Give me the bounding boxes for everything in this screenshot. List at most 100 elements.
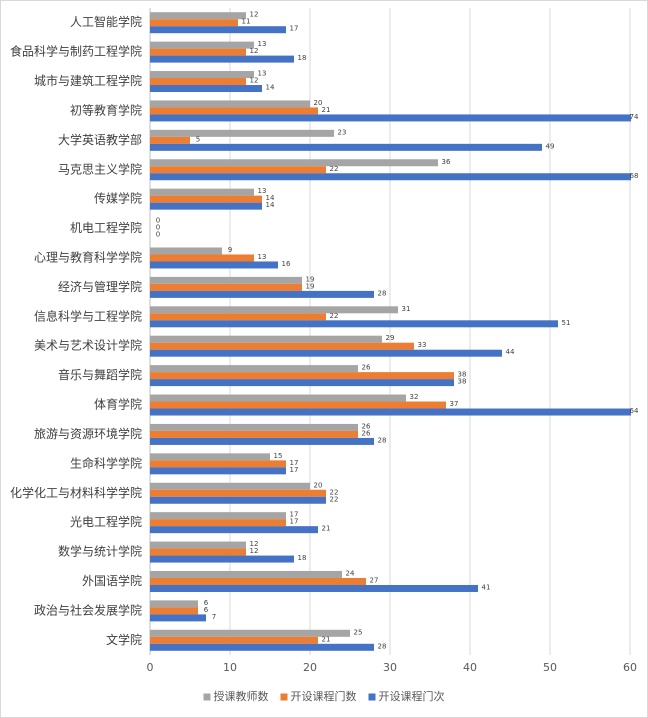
bar [150, 114, 631, 122]
value-label: 26 [362, 429, 371, 437]
bar [150, 430, 358, 438]
value-label: 6 [204, 599, 209, 607]
bar [150, 48, 246, 56]
value-label: 20 [314, 99, 323, 107]
value-label: 64 [630, 407, 639, 415]
bar [150, 541, 246, 549]
value-label: 14 [266, 201, 275, 209]
bar [150, 607, 198, 615]
x-tick-label: 30 [383, 661, 397, 674]
bar [150, 166, 326, 174]
bar [150, 342, 414, 350]
value-label: 68 [630, 172, 639, 180]
value-label: 0 [156, 231, 160, 239]
bar [150, 290, 374, 298]
value-label: 22 [330, 488, 339, 496]
legend-swatch [368, 693, 376, 701]
bar [150, 276, 302, 284]
y-tick-label: 传媒学院 [94, 191, 142, 206]
bar [150, 437, 374, 445]
value-label: 5 [196, 135, 200, 143]
value-label: 23 [338, 128, 347, 136]
x-tick-label: 60 [623, 661, 637, 674]
value-label: 11 [242, 18, 251, 26]
value-label: 18 [298, 554, 307, 562]
bar [150, 482, 310, 490]
value-label: 28 [378, 289, 387, 297]
value-label: 13 [258, 40, 267, 48]
y-tick-label: 外国语学院 [82, 573, 142, 588]
value-label: 41 [482, 583, 491, 591]
bar [150, 423, 358, 431]
bar [150, 188, 254, 196]
bar [150, 159, 438, 167]
value-label: 12 [250, 547, 259, 555]
bar [150, 136, 190, 144]
y-tick-label: 经济与管理学院 [58, 279, 142, 294]
value-label: 74 [630, 113, 639, 121]
y-tick-label: 美术与艺术设计学院 [34, 338, 142, 353]
bar [150, 379, 454, 387]
value-label: 19 [306, 282, 315, 290]
value-label: 17 [290, 459, 299, 467]
y-tick-label: 政治与社会发展学院 [34, 602, 142, 617]
bar [150, 78, 246, 86]
value-label: 12 [250, 47, 259, 55]
bar [150, 55, 294, 63]
bar [150, 107, 318, 115]
bar [150, 129, 334, 137]
y-tick-label: 初等教育学院 [70, 102, 142, 117]
x-tick-label: 50 [543, 661, 557, 674]
value-label: 32 [410, 393, 419, 401]
value-label: 22 [330, 495, 339, 503]
value-label: 31 [402, 305, 411, 313]
value-label: 6 [204, 606, 209, 614]
bar [150, 365, 358, 373]
bar [150, 254, 254, 262]
value-label: 21 [322, 106, 331, 114]
value-label: 29 [386, 334, 395, 342]
value-label: 26 [362, 364, 371, 372]
value-label: 17 [290, 466, 299, 474]
bar [150, 401, 446, 409]
bar [150, 548, 246, 556]
labels: 0 10 20 30 40 50 60人工智能学院121117食品科学与制药工程学院1312… [10, 11, 639, 703]
legend-label: 授课教师数 [214, 689, 269, 703]
value-label: 37 [450, 400, 459, 408]
bar [150, 320, 558, 328]
value-label: 7 [212, 613, 216, 621]
value-label: 28 [378, 642, 387, 650]
y-tick-label: 食品科学与制药工程学院 [10, 44, 142, 59]
y-tick-label: 信息科学与工程学院 [34, 308, 142, 323]
value-label: 22 [330, 165, 339, 173]
bar [150, 584, 478, 592]
bar [150, 629, 350, 637]
bar [150, 202, 262, 210]
legend-label: 开设课程门次 [379, 689, 445, 703]
value-label: 12 [250, 540, 259, 548]
bars [150, 12, 631, 651]
bar [150, 349, 502, 357]
legend-swatch [280, 693, 288, 701]
y-tick-label: 文学院 [106, 632, 142, 647]
y-tick-label: 心理与教育科学学院 [34, 249, 142, 264]
bar [150, 489, 326, 497]
bar [150, 555, 294, 563]
bar [150, 283, 302, 291]
bar [150, 85, 262, 93]
bar [150, 577, 366, 585]
bar [150, 570, 342, 578]
value-label: 25 [354, 628, 363, 636]
y-tick-label: 大学英语教学部 [58, 132, 142, 147]
value-label: 38 [458, 378, 467, 386]
bar [150, 26, 286, 34]
x-tick-label: 20 [303, 661, 317, 674]
bar [150, 335, 382, 343]
value-label: 0 [156, 217, 160, 225]
value-label: 17 [290, 511, 299, 519]
value-label: 0 [156, 224, 160, 232]
bar [150, 496, 326, 504]
value-label: 49 [546, 142, 555, 150]
value-label: 16 [282, 260, 291, 268]
bar [150, 306, 398, 314]
